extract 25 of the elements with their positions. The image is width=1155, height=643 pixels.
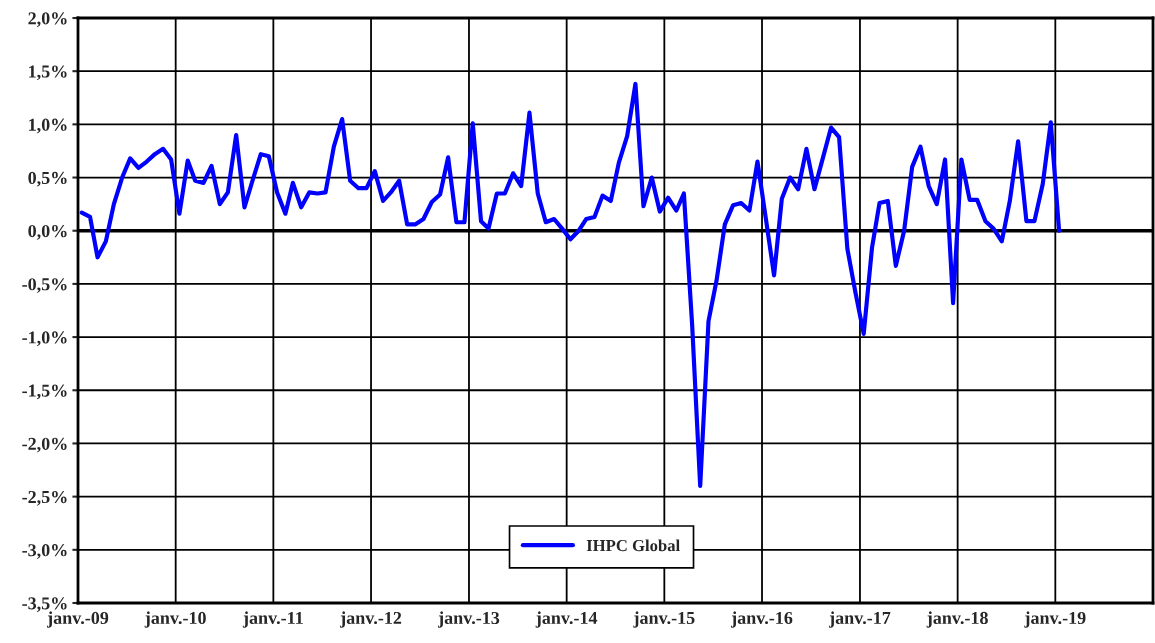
line-series	[79, 81, 1062, 489]
y-tick-label: 0,5%	[28, 171, 67, 187]
y-tick-label: -3,0%	[22, 544, 67, 559]
y-tick-label: 0,0%	[28, 224, 67, 240]
y-tick-label: 1,0%	[29, 118, 67, 134]
x-tick-label: janv.-18	[926, 611, 988, 628]
x-tick-label: janv.-16	[731, 611, 793, 628]
y-tick-label: -0,5%	[22, 278, 67, 293]
legend-label: IHPC Global	[586, 539, 680, 552]
x-tick-label: janv.-15	[633, 611, 695, 628]
x-tick-label: janv.-14	[535, 611, 598, 628]
y-tick-label: -1,5%	[22, 384, 67, 400]
x-tick-label: janv.-19	[1024, 611, 1086, 628]
y-tick-label: 1,5%	[29, 65, 67, 81]
y-tick-label: -3,5%	[22, 597, 67, 613]
y-tick-label: -2,5%	[22, 490, 67, 506]
x-tick-label: janv.-09	[47, 611, 109, 628]
x-tick-label: janv.-12	[340, 611, 402, 628]
x-tick-label: janv.-13	[437, 611, 500, 628]
y-tick-label: -2,0%	[22, 437, 67, 453]
x-tick-label: janv.-10	[144, 611, 206, 628]
y-tick-label: 2,0%	[28, 12, 67, 28]
y-tick-label: -1,0%	[22, 331, 67, 347]
x-tick-label: janv.-17	[828, 611, 891, 628]
x-tick-label: janv.-11	[242, 611, 303, 628]
